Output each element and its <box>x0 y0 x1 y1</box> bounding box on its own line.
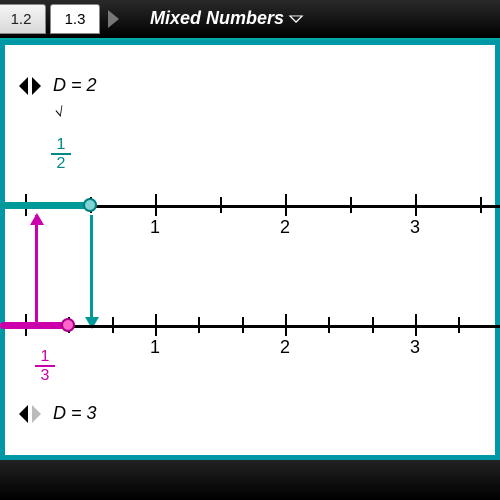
axis-label: 3 <box>410 217 420 238</box>
number-line-bottom: 1 2 3 <box>5 325 500 328</box>
fraction-bottom: 1 3 <box>35 349 55 383</box>
dropdown-icon[interactable]: ▽ <box>289 13 303 24</box>
fraction-den: 2 <box>51 156 71 171</box>
d-bottom-label: D = 3 <box>53 403 97 424</box>
next-tab-icon[interactable] <box>108 10 119 28</box>
tab-label: 1.2 <box>11 11 32 28</box>
arrow-up-head-icon <box>30 213 44 225</box>
axis-label: 1 <box>150 217 160 238</box>
fraction-den: 3 <box>35 368 55 383</box>
axis-label: 3 <box>410 337 420 358</box>
fraction-num: 1 <box>51 137 71 152</box>
tab-1-2[interactable]: 1.2 <box>0 4 46 34</box>
canvas: D = 2 1 2 1 2 3 <box>5 45 495 455</box>
increment-icon <box>32 77 41 95</box>
d-top-stepper[interactable] <box>19 75 41 97</box>
d-bottom-stepper[interactable] <box>19 403 41 425</box>
increment-icon <box>32 405 41 423</box>
page-title: Mixed Numbers ▽ <box>150 8 303 29</box>
decrement-icon <box>19 405 28 423</box>
axis-label: 2 <box>280 217 290 238</box>
axis-label: 1 <box>150 337 160 358</box>
title-bar: 1.2 1.3 Mixed Numbers ▽ <box>0 0 500 40</box>
content-frame: D = 2 1 2 1 2 3 <box>0 40 500 460</box>
bottom-bar <box>0 460 500 500</box>
cursor-icon <box>55 105 67 117</box>
decrement-icon <box>19 77 28 95</box>
fraction-num: 1 <box>35 349 55 364</box>
segment-top <box>0 202 90 209</box>
point-bottom[interactable] <box>61 318 75 332</box>
d-top-label: D = 2 <box>53 75 97 96</box>
segment-bottom <box>0 322 68 329</box>
fraction-top: 1 2 <box>51 137 71 171</box>
arrow-up <box>35 215 38 325</box>
tab-label: 1.3 <box>65 11 86 28</box>
axis-label: 2 <box>280 337 290 358</box>
tab-1-3[interactable]: 1.3 <box>50 4 100 34</box>
point-top[interactable] <box>83 198 97 212</box>
arrow-down <box>90 215 93 327</box>
